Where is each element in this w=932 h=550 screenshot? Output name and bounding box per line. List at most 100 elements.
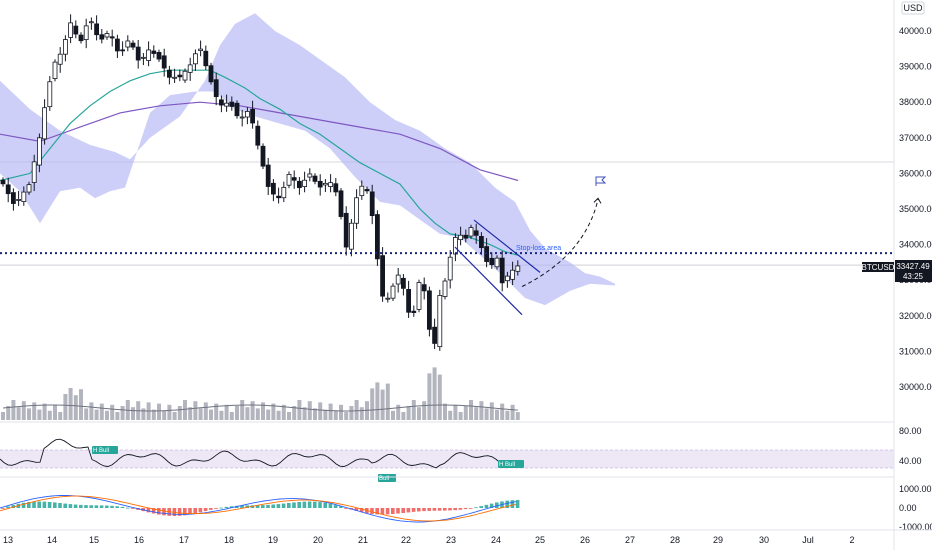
candle	[68, 14, 73, 44]
volume-bar	[16, 407, 21, 420]
candle-body	[343, 212, 349, 248]
candle	[42, 99, 47, 145]
candle-body	[229, 101, 235, 107]
date-tick-label: 28	[670, 535, 680, 545]
macd-histogram-bar	[79, 504, 83, 508]
candle-body	[89, 21, 94, 24]
trendline-drawings[interactable]	[0, 197, 894, 316]
macd-histogram-bar	[302, 501, 307, 508]
volume-bar	[505, 410, 510, 420]
volume-bar	[224, 404, 229, 420]
volume-bar	[292, 406, 297, 420]
macd-histogram-bar	[32, 501, 36, 508]
candle-body	[250, 108, 256, 124]
candle	[229, 96, 235, 111]
currency-badge[interactable]	[901, 1, 925, 15]
price-tick-label: 39000.00	[899, 62, 932, 72]
macd-histogram-bar	[214, 508, 218, 509]
candle-body	[286, 173, 292, 186]
volume-bar	[73, 395, 78, 420]
macd-histogram-bar	[443, 508, 447, 511]
candle-body	[140, 56, 146, 59]
candle-body	[218, 99, 224, 106]
macd-histogram-bar	[27, 502, 31, 508]
macd-histogram-bar	[47, 501, 52, 508]
candle	[99, 29, 105, 44]
volume-bar	[287, 412, 291, 420]
volume-bar	[396, 404, 401, 420]
candle-body	[406, 289, 412, 313]
volume-bar	[318, 402, 323, 420]
macd-histogram-bar	[297, 501, 301, 508]
macd-histogram-bar	[432, 508, 437, 511]
volume-bar	[183, 400, 187, 420]
volume-bar	[510, 404, 515, 420]
arrow-head[interactable]	[593, 197, 602, 204]
wedge-upper-line[interactable]	[473, 219, 541, 273]
candle	[218, 95, 224, 113]
time-axis[interactable]: 13 14 15 16 17 18 19 20 21 22 23 24 25 26 27 28 29 30 Jul 2	[3, 535, 855, 545]
flag-icon[interactable]	[595, 176, 607, 186]
candle-body	[192, 53, 198, 65]
candle-body	[411, 310, 417, 313]
candle	[416, 279, 422, 313]
volume-bar	[79, 389, 83, 420]
price-axis[interactable]: 40000.00 39000.00 38000.00 37000.00 36000.00…	[899, 26, 932, 392]
macd-histogram-bar	[469, 508, 473, 509]
volume-bar	[240, 400, 245, 420]
badge-background	[92, 446, 118, 454]
candle-body	[478, 236, 484, 249]
candle-body	[224, 102, 230, 107]
candle-body	[364, 189, 370, 192]
volume-bar	[131, 407, 135, 420]
volume-bar	[276, 410, 281, 420]
wedge-lower-line[interactable]	[454, 246, 523, 316]
macd-histogram-bar	[510, 500, 515, 508]
candle	[348, 218, 354, 257]
candle	[16, 190, 22, 207]
stop-loss-label[interactable]: Stop-loss area	[516, 245, 561, 252]
candle-body	[442, 280, 448, 297]
volume-bar	[271, 403, 276, 420]
macd-histogram-bar	[58, 503, 62, 508]
volume-average-line	[2, 404, 518, 412]
projection-arrow[interactable]	[521, 199, 599, 288]
ichimoku-cloud	[0, 13, 615, 306]
date-tick-label: 18	[224, 535, 234, 545]
candle-body	[463, 234, 469, 239]
candle	[437, 289, 443, 351]
candle-body	[322, 182, 328, 186]
candle	[135, 39, 141, 69]
macd-axis-label: 1000.00	[899, 484, 932, 494]
macd-histogram-bar	[245, 505, 249, 508]
candle-body	[395, 274, 401, 285]
candle	[468, 224, 474, 239]
macd-histogram-bar	[354, 508, 359, 511]
price-tick-label: 32000.00	[899, 311, 932, 321]
divergence-badge[interactable]: H Bull	[92, 446, 118, 454]
candle-body	[416, 282, 422, 310]
volume-bar	[313, 408, 317, 420]
macd-histogram-bar	[318, 502, 322, 508]
candle	[63, 35, 68, 62]
symbol-tag[interactable]	[862, 262, 894, 272]
volume-bar	[84, 408, 89, 420]
candle	[182, 68, 188, 83]
divergence-badge[interactable]: H Bull	[498, 460, 524, 468]
volume-bar	[89, 402, 94, 420]
macd-histogram-bar	[84, 505, 88, 508]
candle-body	[198, 48, 204, 51]
volume-bar	[53, 404, 57, 420]
last-price-tag[interactable]	[895, 260, 932, 282]
volume-bar	[229, 412, 234, 420]
candle	[198, 40, 204, 57]
macd-histogram-bar	[495, 502, 499, 508]
volume-bar	[193, 401, 198, 420]
candle	[302, 171, 308, 193]
candle	[52, 59, 58, 82]
volume-bar	[105, 410, 109, 420]
macd-histogram-bar	[73, 504, 78, 508]
date-tick-label: 13	[3, 535, 13, 545]
divergence-badge[interactable]: Bull	[378, 474, 396, 482]
